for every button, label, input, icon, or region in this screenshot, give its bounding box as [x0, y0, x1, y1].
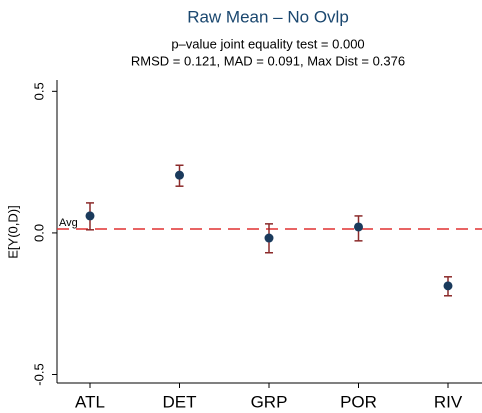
y-tick-label: 0.0: [31, 224, 46, 242]
y-axis-title: E[Y(0,D)]: [5, 205, 20, 258]
subtitle: RMSD = 0.121, MAD = 0.091, Max Dist = 0.…: [131, 53, 405, 68]
x-tick-label: GRP: [251, 392, 288, 411]
point: [264, 233, 274, 243]
y-tick-label: 0.5: [31, 82, 46, 100]
point: [443, 281, 453, 291]
x-tick-label: DET: [163, 392, 197, 411]
subtitle: p–value joint equality test = 0.000: [171, 36, 364, 51]
chart-title: Raw Mean – No Ovlp: [187, 7, 349, 26]
x-tick-label: ATL: [75, 392, 105, 411]
x-tick-label: RIV: [434, 392, 463, 411]
point: [85, 211, 95, 221]
x-tick-label: POR: [340, 392, 377, 411]
point: [354, 222, 363, 232]
reference-label: Avg: [59, 217, 78, 229]
y-tick-label: -0.5: [31, 363, 46, 385]
point: [175, 170, 184, 180]
